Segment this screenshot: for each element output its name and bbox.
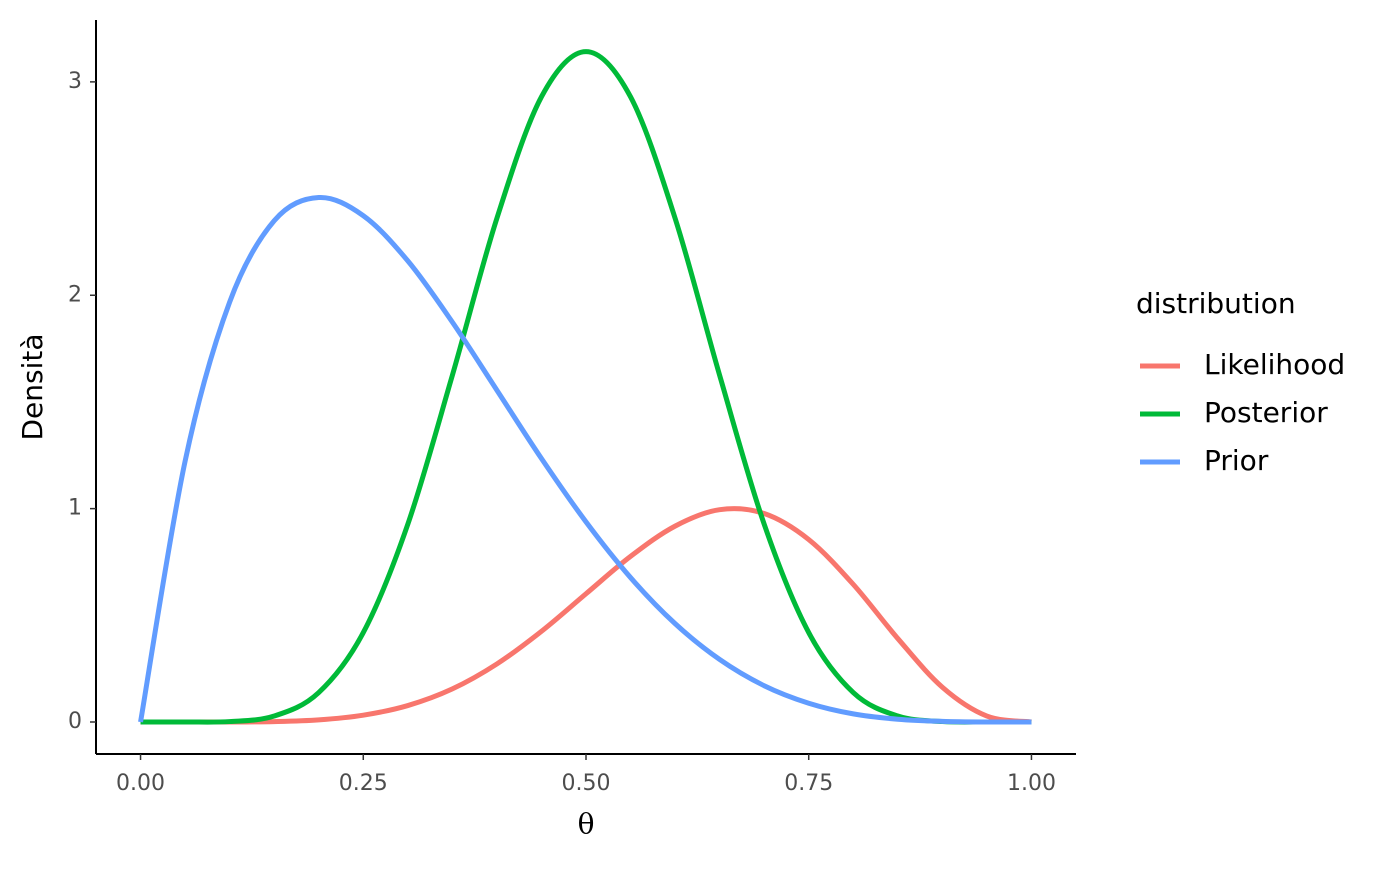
x-tick-label: 0.50 — [562, 771, 611, 796]
legend-label: Prior — [1204, 444, 1269, 477]
line-series — [140, 506, 1032, 725]
line-series — [140, 49, 1032, 725]
y-tick-label: 3 — [68, 69, 82, 94]
legend-label: Likelihood — [1204, 348, 1345, 381]
x-tick-label: 0.75 — [784, 771, 833, 796]
x-axis-title: θ — [578, 808, 595, 841]
line-series — [138, 195, 1032, 725]
x-tick-label: 0.25 — [339, 771, 388, 796]
y-tick-label: 0 — [68, 709, 82, 734]
x-tick-label: 0.00 — [116, 771, 165, 796]
y-tick-label: 1 — [68, 496, 82, 521]
legend-title: distribution — [1136, 287, 1296, 320]
y-tick-label: 2 — [68, 282, 82, 307]
y-axis-title: Densità — [16, 333, 49, 440]
x-tick-label: 1.00 — [1007, 771, 1056, 796]
legend-label: Posterior — [1204, 396, 1328, 429]
